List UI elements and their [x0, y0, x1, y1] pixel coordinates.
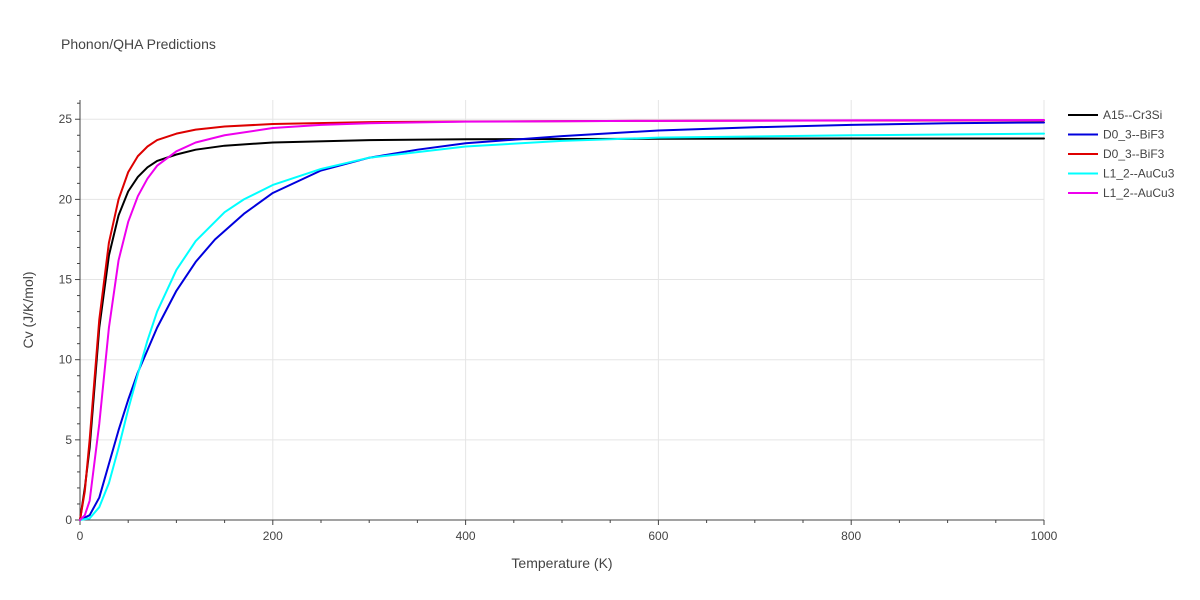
- series-line-1: [79, 137, 1045, 521]
- y-tick-label: 15: [59, 273, 73, 287]
- legend-label[interactable]: L1_2--AuCu3: [1103, 186, 1175, 200]
- legend-label[interactable]: D0_3--BiF3: [1103, 128, 1165, 142]
- series-line-2: [79, 121, 1045, 521]
- legend-label[interactable]: L1_2--AuCu3: [1103, 167, 1175, 181]
- series-line-4: [79, 132, 1045, 521]
- x-axis-title: Temperature (K): [511, 555, 612, 571]
- y-tick-label: 25: [59, 112, 73, 126]
- series-line-3: [79, 119, 1045, 521]
- x-tick-label: 1000: [1031, 529, 1058, 543]
- y-tick-label: 20: [59, 192, 73, 206]
- legend-label[interactable]: A15--Cr3Si: [1103, 108, 1162, 122]
- y-tick-label: 5: [65, 433, 72, 447]
- x-tick-label: 600: [648, 529, 668, 543]
- y-tick-label: 10: [59, 353, 73, 367]
- legend-label[interactable]: D0_3--BiF3: [1103, 147, 1165, 161]
- x-tick-label: 800: [841, 529, 861, 543]
- y-tick-label: 0: [65, 513, 72, 527]
- chart-title: Phonon/QHA Predictions: [61, 36, 216, 52]
- x-tick-label: 200: [263, 529, 283, 543]
- x-tick-label: 400: [456, 529, 476, 543]
- x-tick-label: 0: [77, 529, 84, 543]
- y-axis-title: Cv (J/K/mol): [20, 272, 36, 349]
- series-line-5: [79, 119, 1045, 521]
